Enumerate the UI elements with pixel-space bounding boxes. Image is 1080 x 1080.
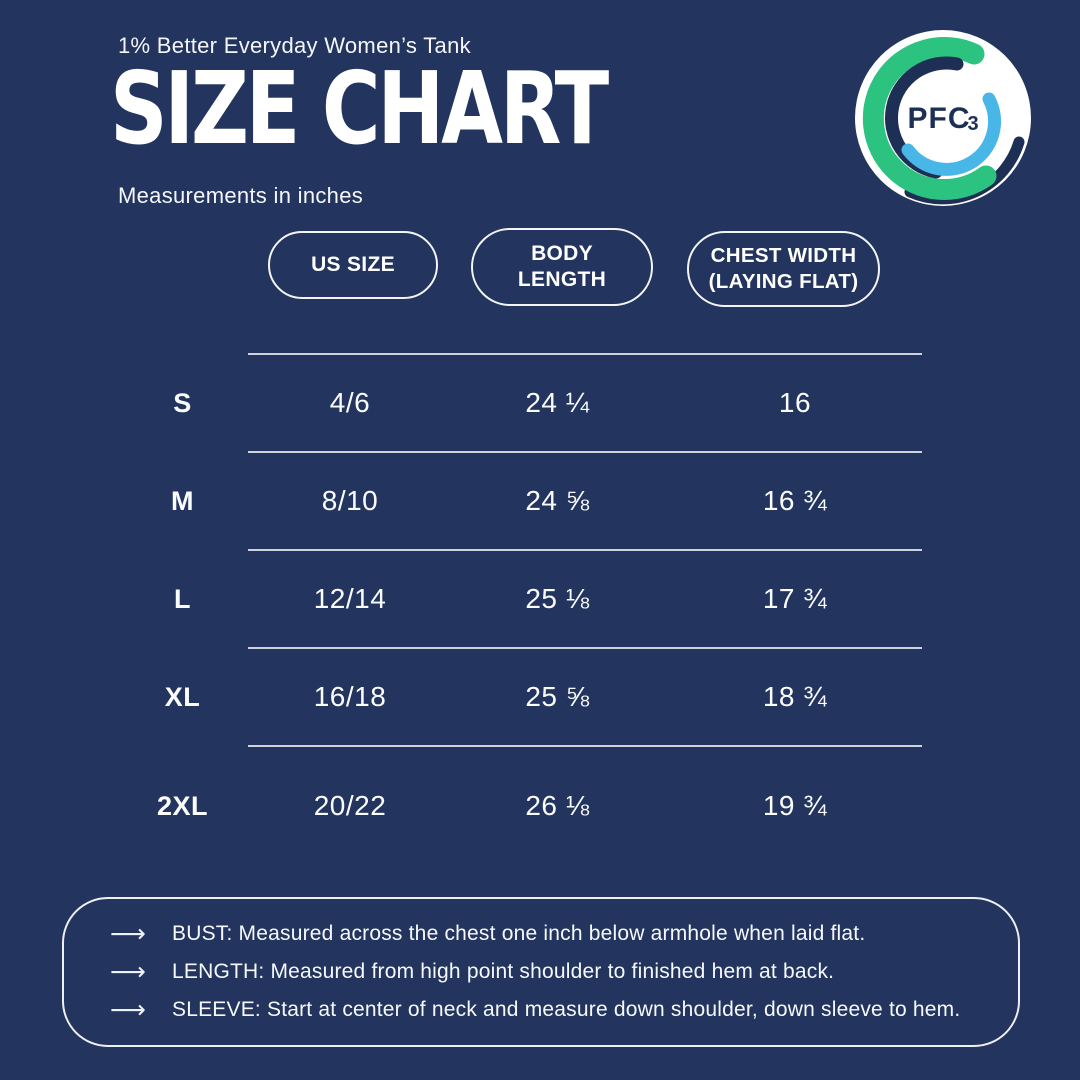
size-label: S [173,387,192,418]
us-size-value: 16/18 [313,681,387,712]
column-pill-label-line1: CHEST WIDTH [710,244,857,268]
long-arrow-right-icon: ⟶ [110,957,146,986]
note-text: LENGTH: Measured from high point shoulde… [172,960,835,983]
us-size-value: 20/22 [313,790,387,821]
note-text: SLEEVE: Start at center of neck and meas… [172,998,961,1021]
size-label: XL [164,681,201,712]
column-pill-label-line1: BODY [531,241,593,265]
table-divider [248,549,922,551]
table-divider [248,451,922,453]
body-length-value: 24 ¼ [525,387,590,418]
units-note: Measurements in inches [118,183,364,208]
us-size-value: 12/14 [313,583,387,614]
table-divider [248,353,922,355]
size-label: 2XL [156,790,209,821]
note-bust: ⟶ BUST: Measured across the chest one in… [110,919,1018,948]
body-length-value: 26 ⅛ [525,790,590,821]
table-divider [248,647,922,649]
column-pill-label-line2: LENGTH [517,268,607,291]
column-pill-body-length: BODY LENGTH [471,228,653,306]
table-row-s: S 4/6 24 ¼ 16 [115,355,925,451]
logo-brand-sub: 3 [967,113,978,135]
size-label: L [174,583,191,614]
note-text: BUST: Measured across the chest one inch… [172,922,866,945]
product-name: 1% Better Everyday Women’s Tank [118,33,471,58]
pfc3-logo: PFC 3 [853,28,1033,208]
long-arrow-right-icon: ⟶ [110,995,146,1024]
chest-width-value: 17 ¾ [762,583,828,614]
table-row-l: L 12/14 25 ⅛ 17 ¾ [115,551,925,647]
table-row-m: M 8/10 24 ⅝ 16 ¾ [115,453,925,549]
body-length-value: 25 ⅝ [525,681,590,712]
chest-width-value: 18 ¾ [762,681,828,712]
chest-width-value: 16 [778,387,812,418]
size-table: S 4/6 24 ¼ 16 M 8/10 24 ⅝ 16 ¾ L 12/14 2… [115,353,925,865]
column-pill-chest-width: CHEST WIDTH (LAYING FLAT) [687,231,880,307]
long-arrow-right-icon: ⟶ [110,919,146,948]
note-length: ⟶ LENGTH: Measured from high point shoul… [110,957,1018,986]
column-pill-label: US SIZE [311,252,395,276]
column-pill-us-size: US SIZE [268,231,438,299]
page-title: SIZE CHART [110,50,609,167]
pfc3-logo-icon: PFC 3 [855,30,1031,206]
chest-width-value: 16 ¾ [762,485,828,516]
table-row-2xl: 2XL 20/22 26 ⅛ 19 ¾ [115,747,925,865]
body-length-value: 25 ⅛ [525,583,590,614]
logo-brand-text: PFC [908,102,971,135]
measurement-notes-box: ⟶ BUST: Measured across the chest one in… [62,897,1020,1047]
note-sleeve: ⟶ SLEEVE: Start at center of neck and me… [110,995,1018,1024]
us-size-value: 8/10 [321,485,379,516]
table-row-xl: XL 16/18 25 ⅝ 18 ¾ [115,649,925,745]
us-size-value: 4/6 [329,387,371,418]
column-pill-label-line2: (LAYING FLAT) [708,270,859,293]
body-length-value: 24 ⅝ [525,485,590,516]
chest-width-value: 19 ¾ [762,790,828,821]
size-label: M [171,485,194,516]
table-divider [248,745,922,747]
